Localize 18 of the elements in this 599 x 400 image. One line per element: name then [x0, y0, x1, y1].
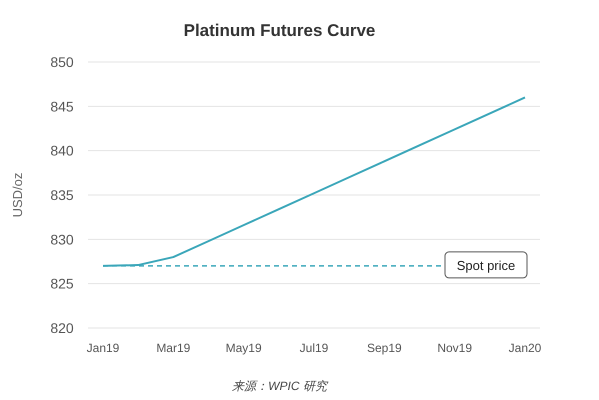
x-tick-label: Sep19: [366, 341, 402, 355]
x-tick-label: May19: [226, 341, 262, 355]
x-tick-label: Jan19: [86, 341, 120, 355]
y-tick-label: 820: [50, 320, 74, 336]
y-tick-label: 825: [50, 276, 74, 292]
x-tick-label: Nov19: [437, 341, 472, 355]
y-tick-label: 830: [50, 231, 74, 248]
source-note: 来源：WPIC 研究: [232, 379, 329, 393]
y-tick-label: 850: [50, 54, 74, 70]
x-tick-label: Mar19: [156, 341, 191, 355]
ref-line-label: Spot price: [456, 258, 516, 273]
y-axis-title: USD/oz: [10, 172, 25, 218]
x-tick-label: Jul19: [300, 341, 329, 355]
y-tick-label: 845: [50, 98, 74, 114]
y-tick-label: 835: [50, 187, 74, 203]
chart-title: Platinum Futures Curve: [184, 21, 376, 40]
x-tick-label: Jan20: [508, 341, 542, 355]
y-tick-label: 840: [50, 142, 74, 159]
